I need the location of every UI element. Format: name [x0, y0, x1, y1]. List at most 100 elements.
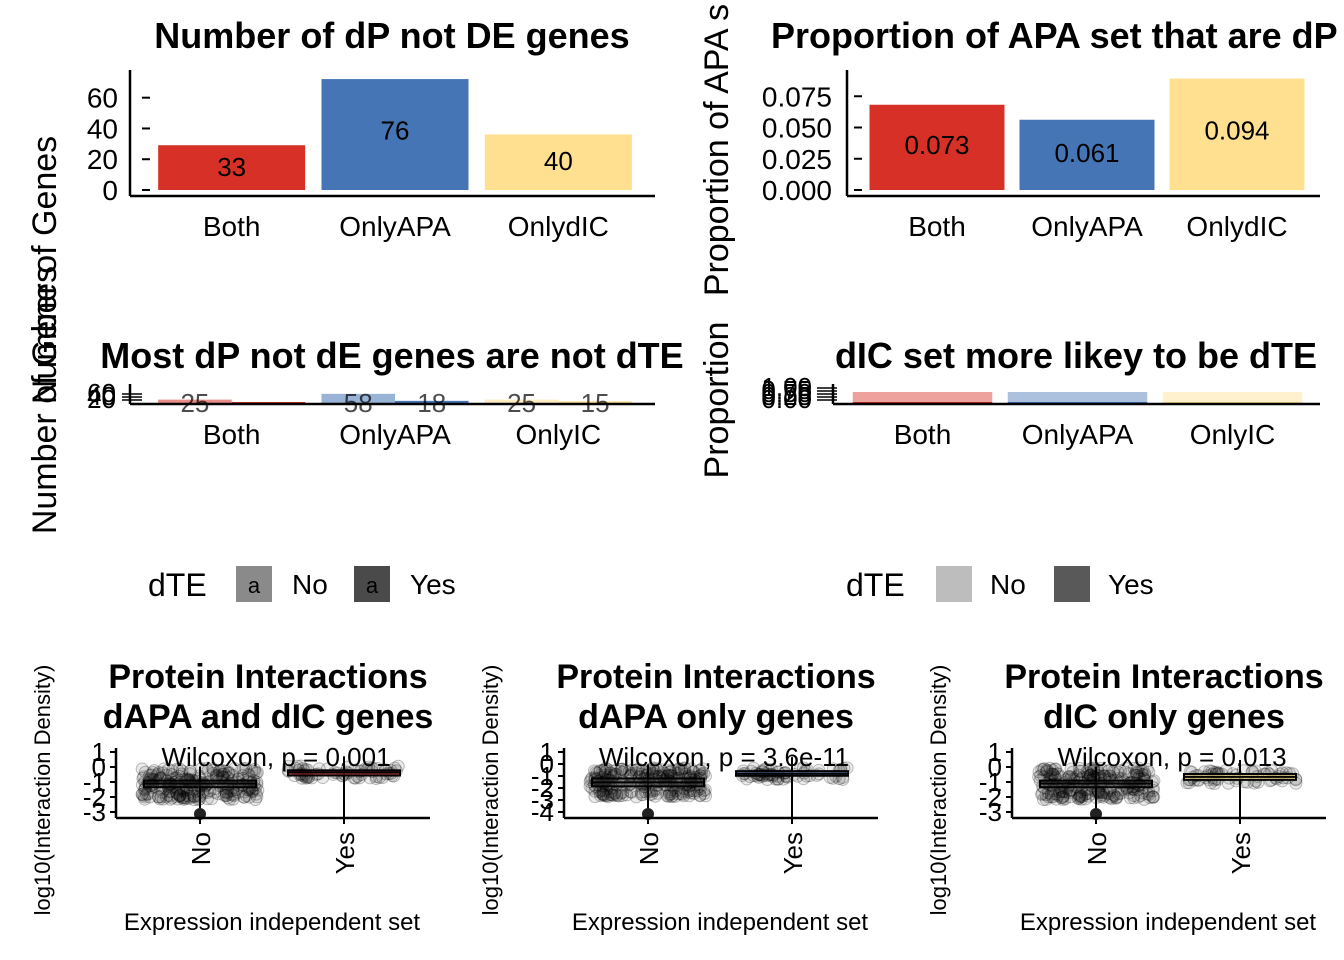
jitter-point — [618, 763, 632, 777]
jitter-point — [1035, 763, 1049, 777]
jitter-point — [620, 788, 634, 802]
jitter-point — [1107, 766, 1121, 780]
jitter-point — [212, 764, 226, 778]
jitter-point — [610, 788, 624, 802]
jitter-point — [660, 789, 674, 803]
y-axis-label: Proportion of APA s — [698, 4, 736, 296]
jitter-point — [699, 789, 713, 803]
jitter-point — [629, 790, 643, 804]
y-tick-label: 0.050 — [762, 113, 832, 144]
jitter-point — [135, 787, 149, 801]
x-tick-label: Yes — [778, 832, 808, 874]
chart-title: Most dP not dE genes are not dTE — [100, 335, 683, 376]
stat-label: Wilcoxon, p = 0.013 — [1057, 742, 1286, 772]
jitter-point — [654, 763, 668, 777]
y-tick-label: 0 — [540, 749, 554, 779]
jitter-point — [1094, 761, 1108, 775]
jitter-point — [1137, 792, 1151, 806]
bar-OnlydIC — [484, 134, 632, 190]
x-tick-label: OnlyAPA — [339, 211, 451, 242]
chart-title: dIC only genes — [1043, 698, 1285, 736]
legend-key-glyph: a — [366, 573, 379, 598]
jitter-point — [1136, 763, 1150, 777]
y-tick-label: 0.00 — [761, 384, 812, 414]
jitter-point — [1073, 790, 1087, 804]
jitter-point — [1075, 790, 1089, 804]
jitter-point — [1113, 764, 1127, 778]
chart-title: Protein Interactions — [1004, 658, 1323, 696]
jitter-point — [242, 790, 256, 804]
jitter-point — [664, 790, 678, 804]
legend-title: dTE — [148, 567, 207, 603]
jitter-point — [177, 792, 191, 806]
jitter-point — [173, 789, 187, 803]
jitter-point — [249, 766, 263, 780]
data-label: 0.094 — [1204, 115, 1269, 145]
jitter-point — [227, 789, 241, 803]
y-axis-labels: Number of Genes Number of Genes Proporti… — [26, 4, 736, 534]
jitter-point — [1049, 762, 1063, 776]
jitter-point — [678, 761, 692, 775]
jitter-point — [228, 761, 242, 775]
jitter-point — [598, 763, 612, 777]
jitter-point — [615, 762, 629, 776]
jitter-point — [1056, 789, 1070, 803]
jitter-point — [663, 764, 677, 778]
jitter-point — [1103, 791, 1117, 805]
x-tick-label: Yes — [1226, 832, 1256, 874]
legend-label: No — [990, 569, 1026, 600]
jitter-point — [162, 763, 176, 777]
jitter-point — [1072, 761, 1086, 775]
jitter-point — [1052, 789, 1066, 803]
jitter-point — [588, 790, 602, 804]
x-tick-label: Both — [894, 419, 952, 450]
y-tick-label: 40 — [87, 381, 116, 411]
jitter-point — [235, 763, 249, 777]
x-tick-label: OnlyAPA — [1031, 211, 1143, 242]
jitter-point — [176, 791, 190, 805]
bar-OnlyAPA-yes — [395, 400, 469, 404]
jitter-point — [1105, 790, 1119, 804]
jitter-point — [672, 763, 686, 777]
jitter-point — [1052, 787, 1066, 801]
jitter-point — [1134, 764, 1148, 778]
x-tick-label: OnlyIC — [516, 419, 602, 450]
jitter-point — [693, 788, 707, 802]
data-label: 0.061 — [1054, 138, 1119, 168]
jitter-point — [1122, 767, 1136, 781]
bar-OnlyAPA-no — [1007, 392, 1148, 404]
jitter-point — [677, 761, 691, 775]
jitter-point — [1071, 792, 1085, 806]
jitter-point — [1046, 790, 1060, 804]
jitter-point — [1072, 791, 1086, 805]
bar-OnlydIC — [1169, 78, 1305, 190]
jitter-point — [225, 788, 239, 802]
jitter-point — [137, 790, 151, 804]
jitter-point — [625, 763, 639, 777]
jitter-point — [600, 762, 614, 776]
x-tick-label: OnlyAPA — [1022, 419, 1134, 450]
x-tick-label: OnlyIC — [1190, 419, 1276, 450]
jitter-point — [1118, 765, 1132, 779]
jitter-point — [672, 762, 686, 776]
jitter-point — [1040, 765, 1054, 779]
jitter-point — [607, 788, 621, 802]
jitter-point — [1048, 762, 1062, 776]
jitter-point — [173, 788, 187, 802]
jitter-point — [219, 764, 233, 778]
jitter-point — [1074, 792, 1088, 806]
jitter-point — [693, 763, 707, 777]
x-tick-labels: Both OnlyAPA OnlyIC — [894, 419, 1276, 450]
jitter-point — [1044, 790, 1058, 804]
jitter-point — [601, 788, 615, 802]
jitter-point — [207, 763, 221, 777]
jitter-point — [1090, 763, 1104, 777]
jitter-point — [1140, 762, 1154, 776]
jitter-point — [682, 789, 696, 803]
chart-title: dIC set more likey to be dTE — [835, 335, 1317, 376]
jitter-point — [1064, 790, 1078, 804]
legend-left: dTE a No a Yes — [148, 566, 456, 603]
